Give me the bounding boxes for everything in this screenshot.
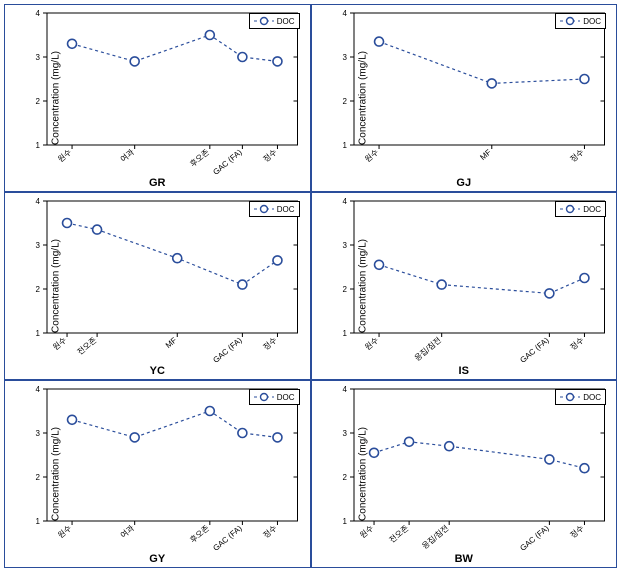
legend-label: DOC (583, 17, 601, 26)
svg-text:정수: 정수 (568, 335, 586, 352)
svg-text:응집/침전: 응집/침전 (412, 335, 443, 363)
svg-text:4: 4 (342, 9, 347, 18)
svg-text:응집/침전: 응집/침전 (419, 523, 450, 551)
svg-text:1: 1 (36, 329, 41, 338)
legend-marker-icon (560, 204, 580, 214)
legend-label: DOC (277, 205, 295, 214)
panel-title: GY (149, 553, 165, 565)
svg-text:1: 1 (342, 517, 347, 526)
legend-marker-icon (560, 16, 580, 26)
legend-label: DOC (583, 205, 601, 214)
svg-text:3: 3 (36, 241, 41, 250)
svg-text:GAC (FA): GAC (FA) (211, 147, 244, 176)
svg-text:3: 3 (342, 241, 347, 250)
chart-grid: 1234원수여과후오존GAC (FA)정수Concentration (mg/L… (4, 4, 617, 568)
svg-text:GAC (FA): GAC (FA) (518, 523, 551, 552)
legend: DOC (555, 201, 606, 217)
svg-text:2: 2 (342, 285, 347, 294)
legend-marker-icon (254, 204, 274, 214)
svg-text:4: 4 (342, 385, 347, 394)
svg-text:4: 4 (342, 197, 347, 206)
svg-text:정수: 정수 (261, 523, 279, 540)
svg-text:2: 2 (36, 285, 41, 294)
svg-text:4: 4 (36, 9, 41, 18)
svg-text:후오존: 후오존 (188, 524, 211, 545)
panel-gj: 1 2 3 4 원수 MF 정수 Concentration (mg/L) DOC GJ (311, 4, 618, 192)
panel-yc: 1 2 3 4 원수 전오존 MF GAC (FA) 정수 Concentration (mg/L… (4, 192, 311, 380)
svg-text:정수: 정수 (261, 335, 279, 352)
svg-text:원수: 원수 (363, 148, 380, 164)
svg-text:원수: 원수 (56, 524, 73, 540)
panel-title: IS (459, 365, 469, 377)
svg-text:MF: MF (164, 336, 179, 350)
legend: DOC (249, 201, 300, 217)
svg-text:3: 3 (342, 53, 347, 62)
svg-text:4: 4 (36, 197, 41, 206)
svg-text:원수: 원수 (51, 336, 68, 352)
svg-text:2: 2 (342, 473, 347, 482)
svg-text:전오존: 전오존 (75, 335, 98, 357)
svg-text:원수: 원수 (358, 524, 375, 540)
svg-text:1: 1 (36, 141, 41, 150)
svg-text:원수: 원수 (56, 148, 73, 164)
svg-text:후오존: 후오존 (188, 148, 211, 169)
svg-text:1: 1 (342, 141, 347, 150)
panel-title: GJ (456, 177, 471, 189)
y-axis-label: Concentration (mg/L) (357, 51, 368, 145)
svg-text:정수: 정수 (568, 523, 586, 540)
y-axis-label: Concentration (mg/L) (50, 239, 61, 333)
legend: DOC (555, 13, 606, 29)
panel-title: YC (150, 365, 165, 377)
y-axis-label: Concentration (mg/L) (50, 427, 61, 521)
panel-gr: 1 2 3 4 원수 여과 후오존GAC (FA) 정수 Concentration (mg/L… (4, 4, 311, 192)
svg-text:원수: 원수 (363, 336, 380, 352)
svg-text:GAC (FA): GAC (FA) (211, 335, 244, 364)
svg-text:4: 4 (36, 385, 41, 394)
legend-label: DOC (277, 393, 295, 402)
legend-marker-icon (560, 392, 580, 402)
panel-is: 1 2 3 4 원수 응집/침전 GAC (FA) 정수 Concentration (mg/L… (311, 192, 618, 380)
svg-text:여과: 여과 (118, 146, 136, 164)
svg-text:3: 3 (36, 53, 41, 62)
panel-title: GR (149, 177, 166, 189)
svg-text:3: 3 (342, 429, 347, 438)
svg-text:1: 1 (342, 329, 347, 338)
y-axis-label: Concentration (mg/L) (357, 427, 368, 521)
legend-label: DOC (277, 17, 295, 26)
panel-gy: 1 2 3 4 원수 여과 후오존GAC (FA) 정수 Concentration (mg/L… (4, 380, 311, 568)
svg-text:2: 2 (36, 97, 41, 106)
legend: DOC (249, 389, 300, 405)
svg-text:2: 2 (342, 97, 347, 106)
svg-text:GAC (FA): GAC (FA) (518, 335, 551, 364)
svg-text:전오존: 전오존 (387, 523, 410, 545)
y-axis-label: Concentration (mg/L) (50, 51, 61, 145)
svg-text:GAC (FA): GAC (FA) (211, 523, 244, 552)
panel-bw: 1 2 3 4 원수 전오존 응집/침전 GAC (FA) 정수 Concentration (m… (311, 380, 618, 568)
svg-text:정수: 정수 (568, 147, 586, 164)
svg-text:3: 3 (36, 429, 41, 438)
panel-title: BW (455, 553, 473, 565)
legend-label: DOC (583, 393, 601, 402)
svg-text:2: 2 (36, 473, 41, 482)
y-axis-label: Concentration (mg/L) (357, 239, 368, 333)
svg-text:MF: MF (478, 148, 493, 162)
svg-text:정수: 정수 (261, 147, 279, 164)
legend: DOC (249, 13, 300, 29)
svg-text:여과: 여과 (118, 522, 136, 540)
svg-text:1: 1 (36, 517, 41, 526)
legend: DOC (555, 389, 606, 405)
legend-marker-icon (254, 16, 274, 26)
legend-marker-icon (254, 392, 274, 402)
